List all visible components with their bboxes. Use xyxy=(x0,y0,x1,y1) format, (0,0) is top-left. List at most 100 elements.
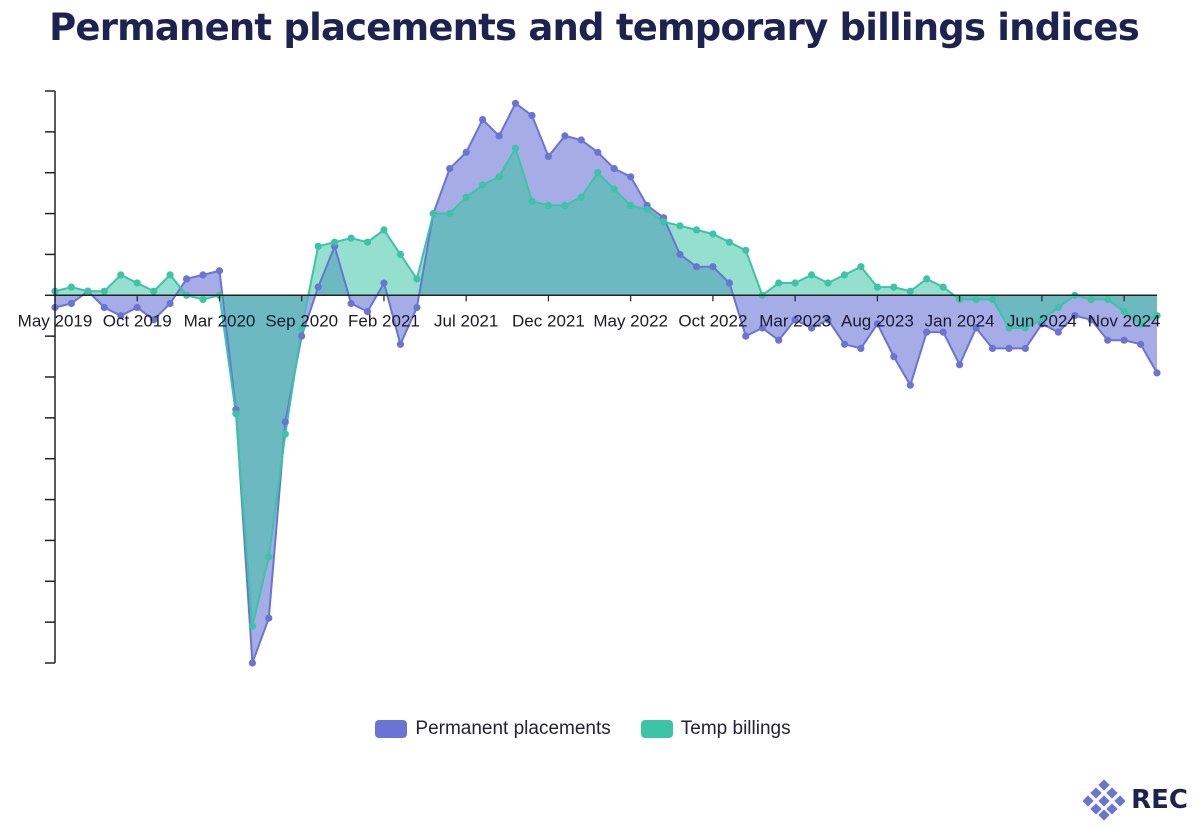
point-temp-19[interactable] xyxy=(363,238,372,246)
point-temp-56[interactable] xyxy=(972,295,980,303)
point-temp-47[interactable] xyxy=(824,279,832,287)
point-temp-59[interactable] xyxy=(1021,324,1029,332)
point-permanent-7[interactable] xyxy=(166,299,174,308)
point-permanent-58[interactable] xyxy=(1005,344,1013,352)
point-temp-48[interactable] xyxy=(840,271,849,279)
point-temp-50[interactable] xyxy=(873,283,882,291)
point-permanent-34[interactable] xyxy=(610,165,618,173)
point-temp-3[interactable] xyxy=(100,287,108,295)
point-temp-61[interactable] xyxy=(1054,303,1062,312)
point-permanent-47[interactable] xyxy=(824,316,832,324)
point-temp-22[interactable] xyxy=(413,275,421,283)
point-permanent-49[interactable] xyxy=(857,344,865,352)
point-temp-7[interactable] xyxy=(166,271,174,279)
point-temp-12[interactable] xyxy=(248,622,256,630)
point-permanent-40[interactable] xyxy=(709,263,717,271)
point-permanent-53[interactable] xyxy=(923,328,931,336)
point-permanent-9[interactable] xyxy=(199,271,207,279)
point-temp-17[interactable] xyxy=(331,238,339,246)
point-permanent-13[interactable] xyxy=(265,614,273,622)
point-temp-63[interactable] xyxy=(1087,295,1095,303)
point-temp-4[interactable] xyxy=(117,271,125,279)
point-temp-38[interactable] xyxy=(676,222,684,230)
point-permanent-14[interactable] xyxy=(281,418,289,426)
point-permanent-35[interactable] xyxy=(627,173,635,181)
legend-item-temp[interactable]: Temp billings xyxy=(640,718,791,740)
point-permanent-25[interactable] xyxy=(462,148,470,156)
point-permanent-43[interactable] xyxy=(758,324,766,332)
point-temp-26[interactable] xyxy=(479,181,487,189)
point-permanent-21[interactable] xyxy=(396,340,404,348)
point-temp-54[interactable] xyxy=(939,283,947,291)
point-temp-11[interactable] xyxy=(232,410,240,418)
point-permanent-38[interactable] xyxy=(676,250,684,258)
point-temp-44[interactable] xyxy=(775,279,783,287)
point-temp-46[interactable] xyxy=(808,271,816,279)
point-temp-16[interactable] xyxy=(314,242,322,250)
point-permanent-3[interactable] xyxy=(100,303,108,312)
point-permanent-24[interactable] xyxy=(446,165,454,173)
point-temp-53[interactable] xyxy=(923,275,931,283)
point-permanent-46[interactable] xyxy=(808,324,816,332)
point-temp-30[interactable] xyxy=(544,201,553,209)
point-permanent-12[interactable] xyxy=(248,659,256,667)
point-permanent-32[interactable] xyxy=(577,136,585,144)
point-permanent-42[interactable] xyxy=(742,332,750,340)
point-temp-57[interactable] xyxy=(988,295,997,303)
point-permanent-27[interactable] xyxy=(495,132,503,140)
point-permanent-8[interactable] xyxy=(183,275,191,283)
point-temp-58[interactable] xyxy=(1005,324,1013,332)
point-temp-64[interactable] xyxy=(1104,295,1112,303)
point-permanent-15[interactable] xyxy=(298,332,306,340)
point-temp-20[interactable] xyxy=(380,226,388,234)
point-temp-15[interactable] xyxy=(298,324,306,332)
point-temp-6[interactable] xyxy=(150,287,158,295)
point-temp-27[interactable] xyxy=(495,173,503,181)
legend-item-permanent[interactable]: Permanent placements xyxy=(375,718,611,740)
point-temp-24[interactable] xyxy=(446,210,454,218)
point-temp-66[interactable] xyxy=(1137,320,1145,328)
point-temp-42[interactable] xyxy=(742,246,750,254)
point-permanent-61[interactable] xyxy=(1054,328,1062,336)
point-temp-25[interactable] xyxy=(462,193,470,201)
point-permanent-26[interactable] xyxy=(479,116,487,124)
point-permanent-48[interactable] xyxy=(840,340,849,348)
point-temp-5[interactable] xyxy=(133,279,141,287)
point-temp-2[interactable] xyxy=(84,287,92,295)
point-permanent-57[interactable] xyxy=(988,344,997,352)
point-permanent-64[interactable] xyxy=(1104,336,1112,344)
point-temp-28[interactable] xyxy=(511,144,520,152)
point-permanent-65[interactable] xyxy=(1120,336,1128,344)
point-permanent-51[interactable] xyxy=(890,353,898,361)
point-temp-23[interactable] xyxy=(429,210,437,218)
point-temp-51[interactable] xyxy=(890,283,898,291)
point-permanent-31[interactable] xyxy=(561,132,569,140)
point-permanent-19[interactable] xyxy=(363,308,372,316)
point-temp-14[interactable] xyxy=(281,430,289,438)
point-permanent-67[interactable] xyxy=(1153,369,1161,377)
point-permanent-6[interactable] xyxy=(150,316,158,324)
point-permanent-28[interactable] xyxy=(511,99,520,107)
point-temp-29[interactable] xyxy=(528,197,536,205)
point-permanent-44[interactable] xyxy=(775,336,783,344)
point-permanent-39[interactable] xyxy=(692,263,701,271)
point-temp-13[interactable] xyxy=(265,553,273,561)
point-temp-45[interactable] xyxy=(791,279,799,287)
point-temp-18[interactable] xyxy=(347,234,355,242)
point-permanent-20[interactable] xyxy=(380,279,388,287)
point-temp-21[interactable] xyxy=(396,250,404,258)
point-temp-33[interactable] xyxy=(594,169,602,177)
point-temp-60[interactable] xyxy=(1038,316,1046,324)
point-permanent-56[interactable] xyxy=(972,324,980,332)
point-temp-65[interactable] xyxy=(1120,308,1128,316)
point-temp-49[interactable] xyxy=(857,263,865,271)
point-permanent-50[interactable] xyxy=(873,320,882,328)
point-temp-35[interactable] xyxy=(627,201,635,209)
point-permanent-59[interactable] xyxy=(1021,344,1029,352)
point-temp-34[interactable] xyxy=(610,185,618,193)
point-permanent-33[interactable] xyxy=(594,148,602,156)
point-permanent-45[interactable] xyxy=(791,316,799,324)
point-temp-32[interactable] xyxy=(577,193,585,201)
point-permanent-5[interactable] xyxy=(133,303,141,312)
point-permanent-63[interactable] xyxy=(1087,316,1095,324)
